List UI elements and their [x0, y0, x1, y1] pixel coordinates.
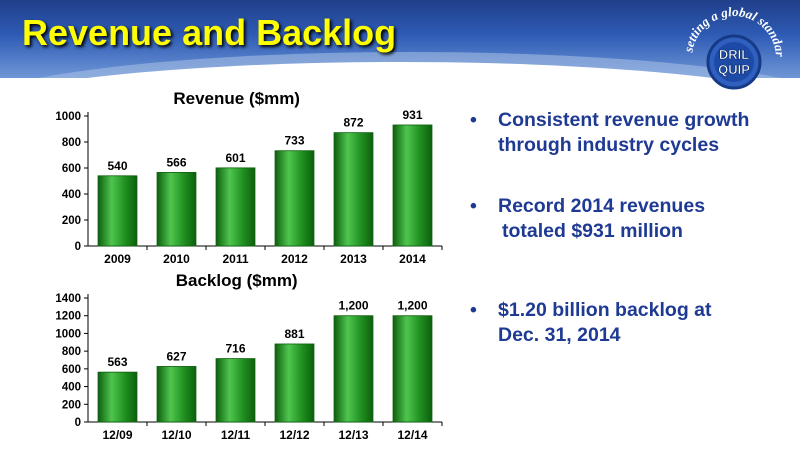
- y-tick-label: 1400: [55, 293, 81, 305]
- bar-value-label: 1,200: [397, 299, 427, 313]
- chart-title: Revenue ($mm): [173, 89, 300, 108]
- x-tick-label: 2014: [399, 252, 426, 266]
- header-banner: [0, 0, 800, 78]
- bullet-marker: •: [470, 109, 477, 131]
- bar: [156, 172, 197, 247]
- bar-value-label: 601: [225, 151, 245, 165]
- backlog-bar-chart: Backlog ($mm) 0 200 400 600 800 1000 1200 1400 56…: [55, 271, 443, 442]
- bar-value-label: 563: [107, 355, 127, 369]
- y-tick-label: 400: [62, 189, 81, 201]
- bar: [215, 358, 256, 423]
- y-tick-label: 1200: [55, 311, 81, 323]
- bar: [215, 167, 256, 247]
- y-tick-label: 200: [62, 215, 81, 227]
- y-tick-label: 1000: [55, 328, 81, 340]
- bar-value-label: 716: [225, 342, 245, 356]
- x-tick-label: 12/14: [397, 428, 427, 442]
- bar-value-label: 540: [107, 159, 127, 173]
- x-tick-label: 2013: [340, 252, 367, 266]
- bar-value-label: 881: [284, 327, 304, 341]
- logo-brand-bottom: QUIP: [718, 62, 750, 77]
- y-tick-label: 200: [62, 399, 81, 411]
- y-tick-label: 400: [62, 382, 81, 394]
- bar-value-label: 872: [343, 116, 363, 130]
- bar-value-label: 627: [166, 349, 186, 363]
- bar: [97, 371, 138, 423]
- bullet-line: through industry cycles: [498, 134, 720, 156]
- bullet-marker: •: [470, 195, 477, 217]
- bullet-line: Consistent revenue growth: [498, 109, 750, 131]
- x-tick-label: 2009: [104, 252, 131, 266]
- bullet-line: Record 2014 revenues: [498, 195, 706, 217]
- y-tick-label: 0: [75, 241, 81, 253]
- chart-title: Backlog ($mm): [176, 271, 298, 290]
- bullet-line: Dec. 31, 2014: [498, 324, 621, 346]
- bar-value-label: 733: [284, 134, 304, 148]
- y-tick-label: 600: [62, 364, 81, 376]
- bar: [333, 315, 374, 423]
- x-tick-label: 12/12: [279, 428, 309, 442]
- y-tick-label: 800: [62, 346, 81, 358]
- x-tick-label: 2010: [163, 252, 190, 266]
- x-tick-label: 12/13: [338, 428, 368, 442]
- x-tick-label: 2011: [222, 252, 248, 266]
- y-tick-label: 0: [75, 417, 81, 429]
- x-tick-label: 2012: [281, 252, 308, 266]
- bar: [392, 315, 433, 423]
- logo-brand-top: DRIL: [719, 47, 749, 62]
- y-tick-label: 1000: [55, 111, 81, 123]
- bullet-line: $1.20 billion backlog at: [498, 299, 712, 321]
- x-tick-label: 12/11: [221, 428, 251, 442]
- company-logo: setting a global standard DRIL QUIP: [676, 2, 788, 90]
- bar-value-label: 566: [166, 155, 186, 169]
- logo-core: [714, 42, 754, 82]
- revenue-bar-chart: Revenue ($mm) 0 200 400 600 800 1000 540 2009 566…: [55, 89, 443, 266]
- y-tick-label: 800: [62, 137, 81, 149]
- y-tick-label: 600: [62, 163, 81, 175]
- x-tick-label: 12/09: [102, 428, 132, 442]
- bar: [156, 366, 197, 423]
- bar: [274, 343, 315, 423]
- bar-value-label: 931: [402, 108, 422, 122]
- bar: [333, 132, 374, 247]
- bar-value-label: 1,200: [338, 299, 368, 313]
- bullet-marker: •: [470, 299, 477, 321]
- slide-title: Revenue and Backlog: [22, 12, 397, 53]
- bullet-line: totaled $931 million: [502, 220, 683, 242]
- bar: [392, 124, 433, 247]
- x-tick-label: 12/10: [161, 428, 191, 442]
- bar: [97, 175, 138, 247]
- bar: [274, 150, 315, 247]
